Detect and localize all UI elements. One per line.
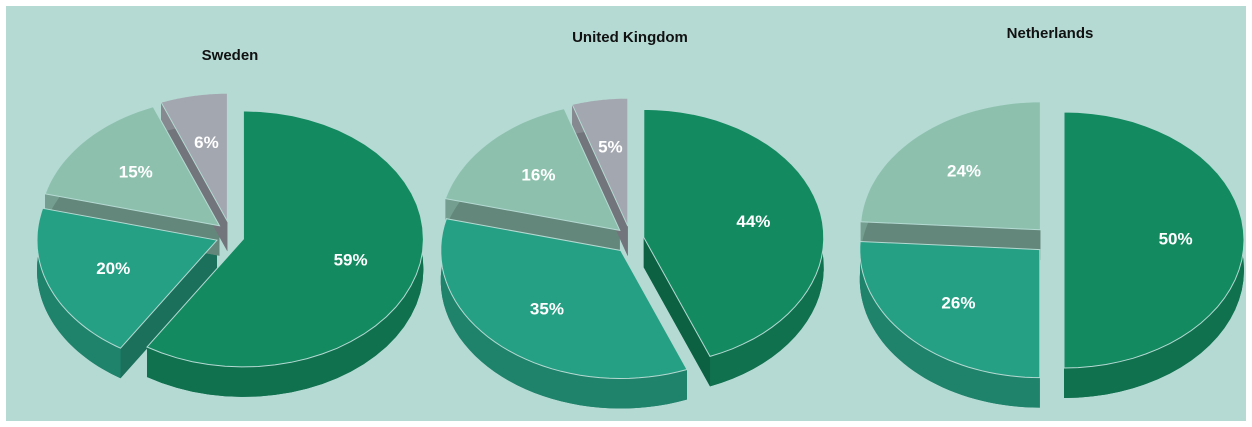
data-label: 15% [119,163,153,182]
slice-rim [440,218,688,409]
pie-slice [571,97,629,227]
slice-rim [146,110,424,397]
slice-tops: 50% 26% 24% [859,101,1245,379]
pie-slice [859,240,1041,379]
data-label: 26% [941,293,975,312]
chart-title: Netherlands [1007,25,1094,42]
pie-slice [36,207,218,349]
chart-title: United Kingdom [572,29,688,46]
slice-rim [859,241,1040,408]
slice-wall [643,237,711,387]
data-label: 35% [530,300,564,319]
data-label: 16% [521,166,555,185]
pie-slice [444,108,621,232]
slice-tops: 59% 20% 15% 6% [36,92,424,368]
data-label: 50% [1159,229,1193,248]
pie-slice [160,92,228,224]
pie-slice [860,101,1041,231]
pie-slice [643,108,825,357]
pie-slice [440,218,688,380]
slice-tops: 44% 35% 16% 5% [440,97,825,380]
data-label: 24% [947,161,981,180]
pie-slice [146,110,424,368]
data-label: 6% [194,133,219,152]
data-label: 5% [598,137,623,156]
slice-rim [36,208,121,379]
data-label: 44% [736,212,770,231]
pie-slice [1063,111,1245,369]
slice-wall [120,240,217,379]
chart-title: Sweden [202,47,259,64]
pie-slice [44,106,221,227]
data-label: 59% [334,251,368,270]
data-label: 20% [96,259,130,278]
